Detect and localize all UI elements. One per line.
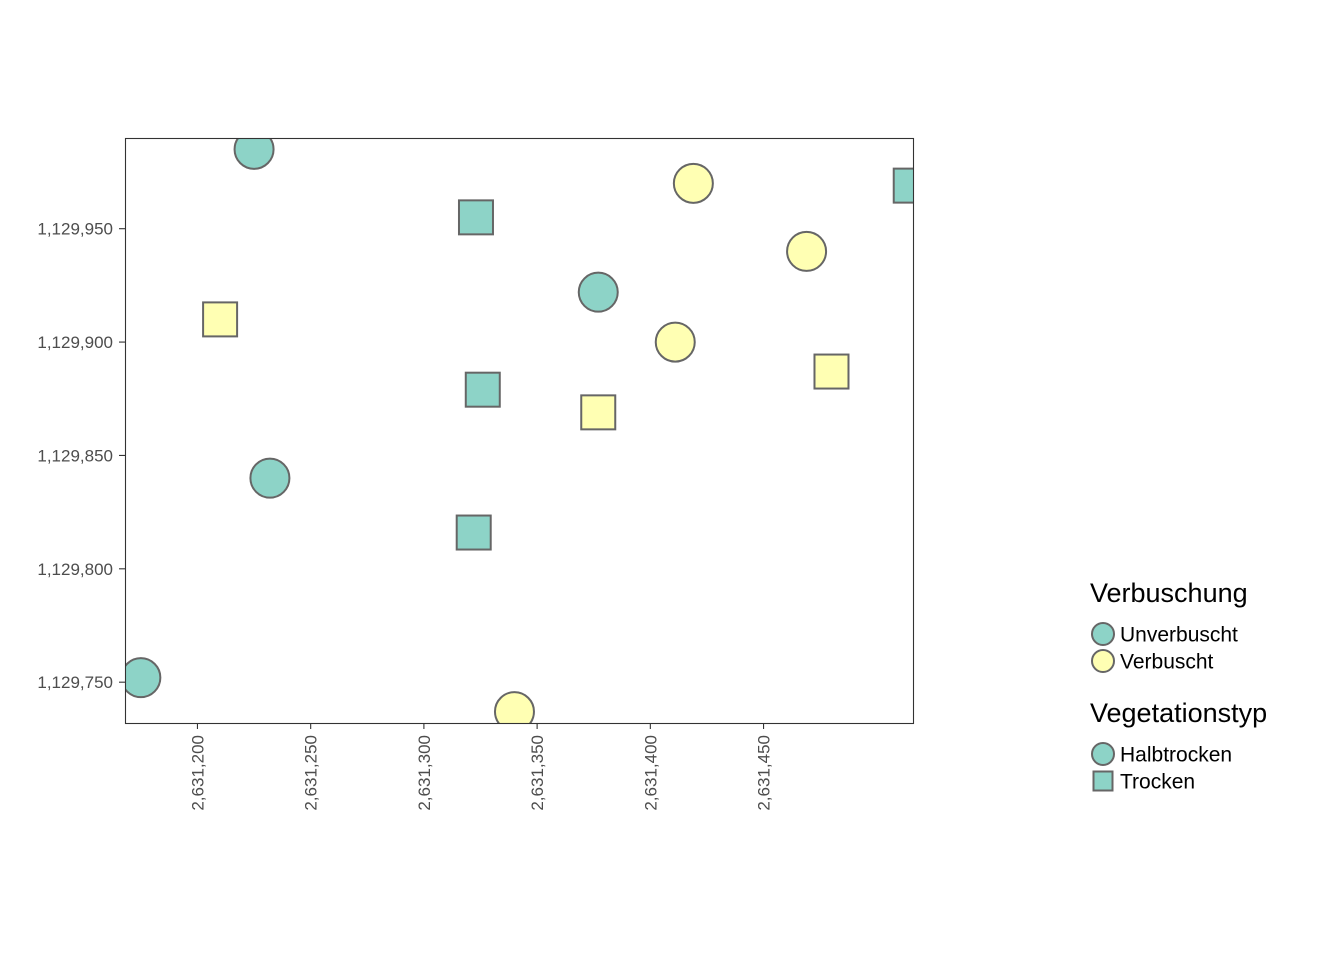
- data-point-4: [577, 271, 619, 313]
- x-tick-label: 2,631,300: [415, 735, 434, 811]
- legend-label: Unverbuscht: [1120, 624, 1238, 647]
- data-point-2: [125, 657, 162, 699]
- data-point-11: [654, 321, 696, 363]
- legend-title: Verbuschung: [1090, 578, 1248, 608]
- data-point-12: [493, 691, 535, 723]
- legend-key: [1092, 770, 1114, 792]
- data-point-13: [202, 301, 239, 338]
- y-axis: 1,129,750 1,129,800 1,129,850 1,129,900 1,12…: [37, 220, 125, 692]
- points-layer: [125, 138, 913, 723]
- x-tick-label: 2,631,400: [641, 735, 660, 811]
- x-axis: 2,631,200 2,631,250 2,631,300 2,631,350 2,63…: [188, 723, 774, 811]
- x-tick-label: 2,631,450: [755, 735, 774, 811]
- data-point-7: [455, 514, 492, 551]
- legend: Verbuschung Unverbuscht Verbuscht Vegetatio…: [1090, 578, 1267, 794]
- x-tick-label: 2,631,350: [528, 735, 547, 811]
- plot-frame: [124, 137, 915, 725]
- y-tick-label: 1,129,850: [37, 446, 113, 465]
- data-point-8: [892, 167, 913, 204]
- y-tick-label: 1,129,800: [37, 560, 113, 579]
- legend-key: [1091, 622, 1115, 646]
- legend-title: Vegetationstyp: [1090, 698, 1267, 728]
- data-point-10: [786, 230, 828, 272]
- legend-label: Halbtrocken: [1120, 744, 1232, 767]
- y-tick-label: 1,129,900: [37, 333, 113, 352]
- data-point-6: [464, 371, 501, 408]
- legend-label: Trocken: [1120, 771, 1195, 794]
- data-point-3: [249, 457, 291, 499]
- x-tick-label: 2,631,250: [302, 735, 321, 811]
- x-tick-label: 2,631,200: [188, 735, 207, 811]
- legend-key: [1091, 742, 1115, 766]
- y-tick-label: 1,129,750: [37, 673, 113, 692]
- data-point-9: [672, 162, 714, 204]
- legend-key: [1091, 649, 1115, 673]
- data-point-15: [813, 353, 850, 390]
- data-point-5: [457, 199, 494, 236]
- y-tick-label: 1,129,950: [37, 220, 113, 239]
- data-point-14: [580, 394, 617, 431]
- data-point-1: [233, 138, 275, 170]
- legend-label: Verbuscht: [1120, 651, 1214, 674]
